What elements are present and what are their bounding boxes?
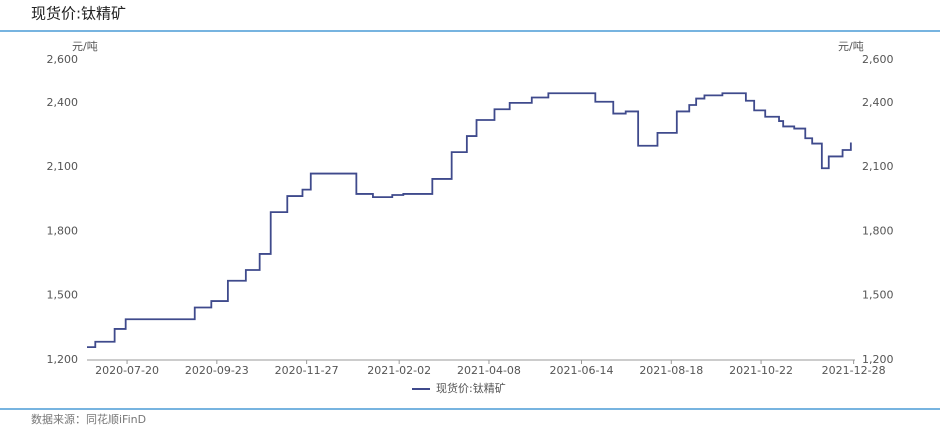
y2-tick-label: 1,500: [862, 289, 894, 302]
y2-tick-label: 1,200: [862, 353, 894, 366]
x-tick-label: 2021-12-28: [822, 364, 886, 377]
legend-label: 现货价:钛精矿: [436, 381, 506, 395]
y-tick-label: 2,600: [47, 53, 79, 66]
x-tick-label: 2021-10-22: [729, 364, 793, 377]
y2-tick-label: 2,600: [862, 53, 894, 66]
y-unit: 元/吨: [72, 40, 98, 53]
x-tick-label: 2021-02-02: [367, 364, 431, 377]
y-tick-label: 1,500: [47, 289, 79, 302]
x-tick-label: 2021-08-18: [639, 364, 703, 377]
y-tick-label: 2,100: [47, 160, 79, 173]
y2-tick-label: 2,100: [862, 160, 894, 173]
y2-tick-label: 1,800: [862, 224, 894, 237]
source: 数据来源：同花顺iFinD: [31, 412, 146, 426]
x-tick-label: 2021-04-08: [457, 364, 521, 377]
y-tick-label: 2,400: [47, 96, 79, 109]
x-tick-label: 2020-07-20: [95, 364, 159, 377]
x-tick-label: 2020-11-27: [275, 364, 339, 377]
y2-tick-label: 2,400: [862, 96, 894, 109]
x-tick-label: 2020-09-23: [185, 364, 249, 377]
series-line: [87, 92, 852, 349]
y2-unit: 元/吨: [838, 40, 864, 53]
chart-title: 现货价:钛精矿: [31, 5, 126, 23]
x-tick-label: 2021-06-14: [550, 364, 614, 377]
y-tick-label: 1,800: [47, 224, 79, 237]
y-tick-label: 1,200: [47, 353, 79, 366]
